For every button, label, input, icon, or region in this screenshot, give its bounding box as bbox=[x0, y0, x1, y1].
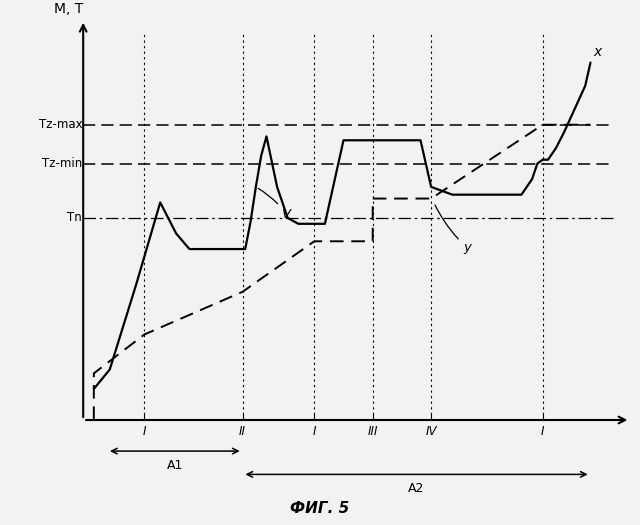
Text: x: x bbox=[593, 45, 602, 59]
Text: Tz-min: Tz-min bbox=[42, 157, 82, 170]
Text: I: I bbox=[312, 425, 316, 438]
Text: A2: A2 bbox=[408, 482, 425, 495]
Text: M, T: M, T bbox=[54, 2, 83, 16]
Text: V: V bbox=[258, 188, 292, 221]
Text: I: I bbox=[143, 425, 146, 438]
Text: Tn: Tn bbox=[67, 212, 82, 225]
Text: II: II bbox=[239, 425, 246, 438]
Text: y: y bbox=[435, 205, 471, 254]
Text: III: III bbox=[367, 425, 378, 438]
Text: ФИГ. 5: ФИГ. 5 bbox=[291, 500, 349, 516]
Text: I: I bbox=[541, 425, 545, 438]
Text: Tz-max: Tz-max bbox=[38, 118, 82, 131]
Text: IV: IV bbox=[426, 425, 437, 438]
Text: t: t bbox=[638, 429, 640, 444]
Text: A1: A1 bbox=[166, 459, 183, 472]
